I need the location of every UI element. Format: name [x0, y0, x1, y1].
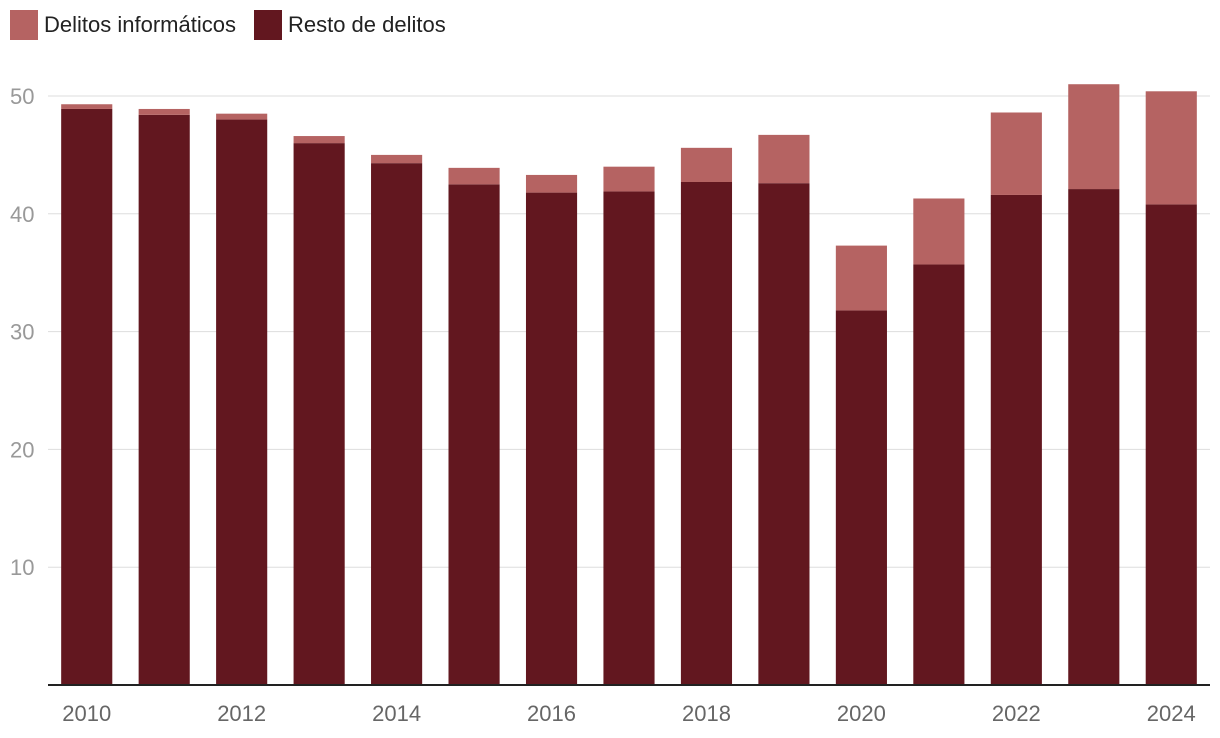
x-tick-label-2018: 2018: [682, 701, 731, 726]
bar-informaticos-2022: [990, 112, 1042, 195]
bar-resto-2022: [990, 194, 1042, 685]
x-tick-label-2010: 2010: [62, 701, 111, 726]
bar-resto-2016: [525, 192, 578, 685]
bar-informaticos-2023: [1068, 84, 1120, 190]
x-tick-label-2014: 2014: [372, 701, 421, 726]
bar-resto-2021: [913, 264, 965, 685]
legend: Delitos informáticos Resto de delitos: [10, 10, 464, 40]
bar-informaticos-2011: [138, 108, 190, 115]
bar-resto-2020: [835, 310, 887, 685]
x-tick-label-2022: 2022: [992, 701, 1041, 726]
legend-item-resto-de-delitos: Resto de delitos: [253, 10, 446, 40]
bar-informaticos-2021: [913, 198, 965, 265]
bar-resto-2015: [448, 184, 500, 685]
bar-informaticos-2024: [1145, 91, 1197, 205]
legend-swatch-delitos-informaticos: [10, 10, 38, 40]
y-tick-label-30: 30: [10, 320, 34, 345]
bar-resto-2012: [216, 119, 268, 685]
legend-swatch-resto-de-delitos: [253, 10, 282, 40]
y-tick-label-40: 40: [10, 202, 34, 227]
y-tick-label-20: 20: [10, 437, 34, 462]
legend-item-delitos-informaticos: Delitos informáticos: [10, 10, 236, 40]
bar-resto-2018: [680, 181, 733, 685]
bar-resto-2010: [61, 108, 113, 685]
bar-informaticos-2016: [525, 174, 578, 193]
bar-resto-2013: [293, 143, 345, 685]
x-tick-label-2020: 2020: [837, 701, 886, 726]
bar-resto-2014: [371, 163, 423, 685]
bar-informaticos-2013: [293, 136, 345, 144]
bar-informaticos-2015: [448, 167, 500, 185]
legend-label-resto-de-delitos: Resto de delitos: [287, 12, 446, 37]
bar-resto-2011: [138, 114, 190, 685]
x-tick-label-2016: 2016: [527, 701, 576, 726]
bar-informaticos-2014: [371, 154, 423, 164]
bar-resto-2019: [758, 183, 810, 685]
bar-informaticos-2012: [216, 113, 268, 120]
bar-informaticos-2018: [680, 147, 733, 182]
bar-resto-2017: [603, 191, 655, 685]
x-tick-label-2012: 2012: [217, 701, 266, 726]
x-tick-label-2024: 2024: [1147, 701, 1196, 726]
bar-resto-2023: [1068, 189, 1120, 685]
bar-resto-2024: [1145, 204, 1197, 685]
bar-informaticos-2010: [61, 104, 113, 109]
bar-informaticos-2020: [835, 245, 887, 311]
y-tick-label-50: 50: [10, 84, 34, 109]
legend-label-delitos-informaticos: Delitos informáticos: [44, 12, 236, 37]
y-tick-label-10: 10: [10, 555, 34, 580]
bar-informaticos-2017: [603, 166, 655, 192]
bar-informaticos-2019: [758, 134, 810, 184]
